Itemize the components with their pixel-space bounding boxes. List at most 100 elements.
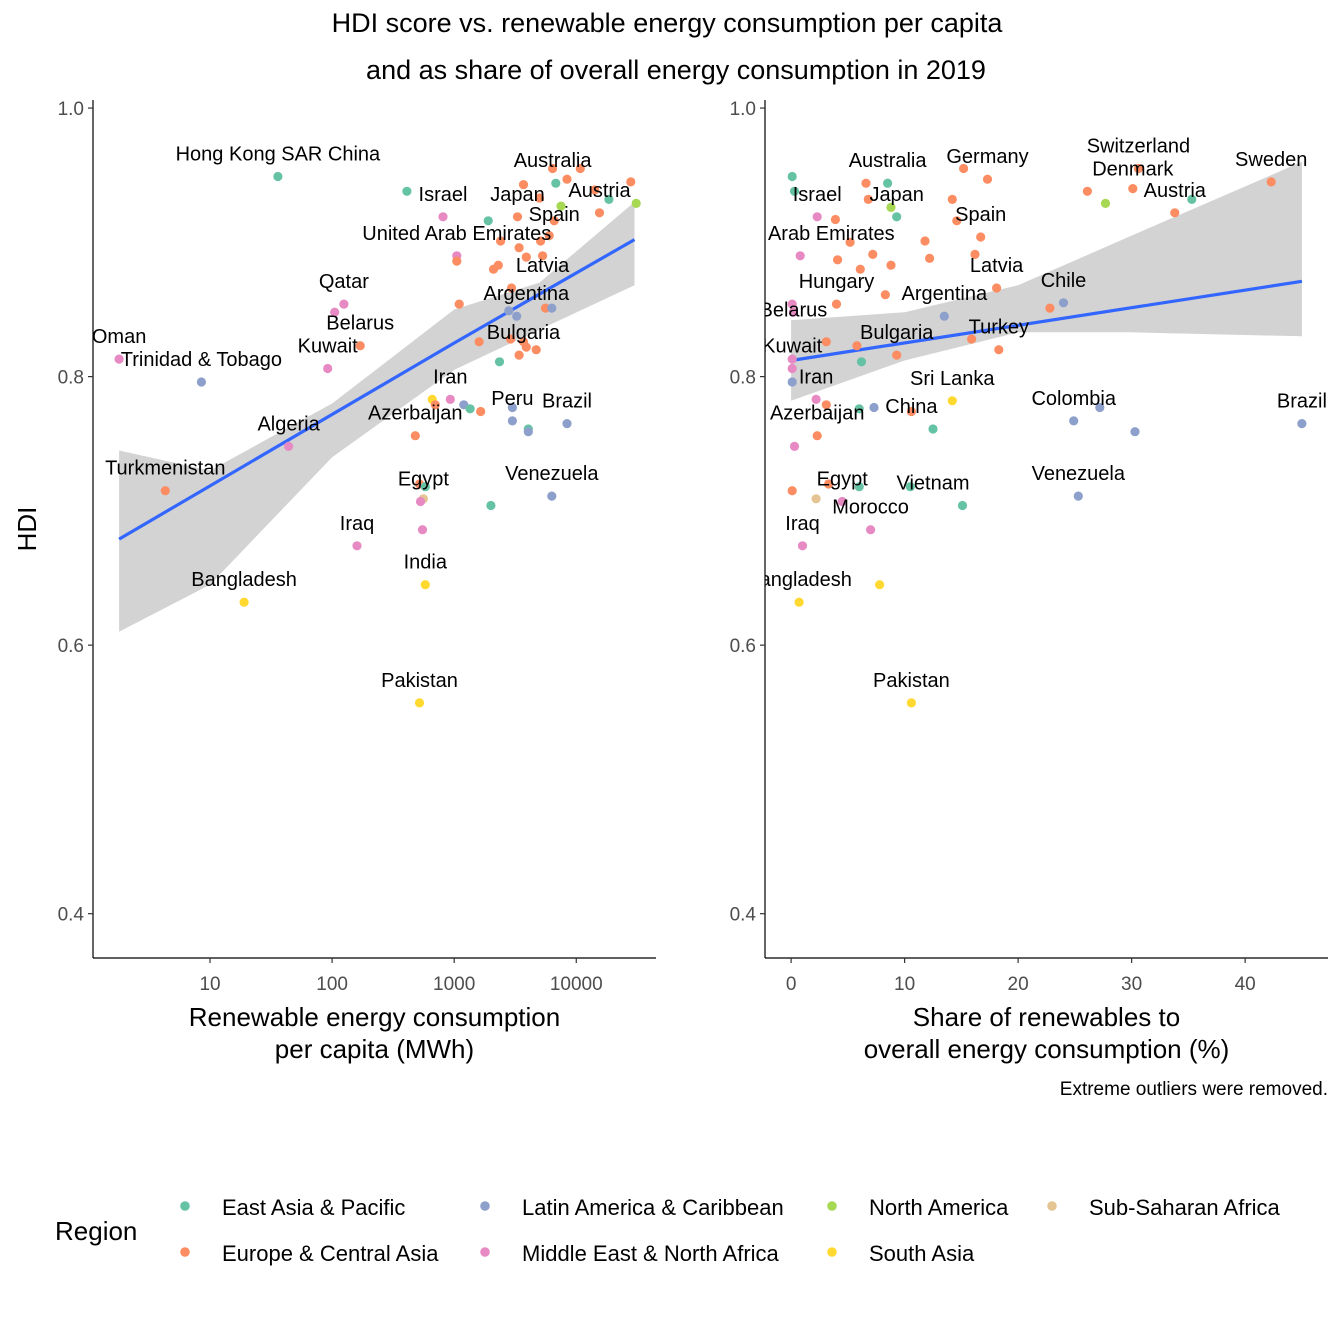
chart-1-point: [512, 311, 522, 321]
chart-2-point: [854, 482, 864, 492]
chart-2-point: [1133, 163, 1143, 174]
chart-2-point: [854, 404, 864, 414]
chart-1-point-label: Israel: [419, 184, 468, 206]
chart-1-point: [454, 299, 464, 309]
chart-1-x-axis-title: per capita (MWh): [275, 1034, 474, 1064]
chart-1-point-label: Iran: [433, 366, 467, 388]
chart-2-x-tick-label: 40: [1235, 974, 1256, 995]
chart-2-point-label: Denmark: [1092, 158, 1174, 180]
chart-1-x-tick-label: 100: [316, 974, 348, 995]
chart-1-point-label: Egypt: [398, 469, 450, 491]
chart-1-point-label: Australia: [514, 150, 593, 172]
chart-2-point: [886, 202, 896, 212]
chart-2-point-label: Chile: [1041, 270, 1087, 292]
chart-2-point: [812, 431, 822, 441]
chart-2-point-label: Latvia: [970, 255, 1024, 277]
chart-2-point-label: Belarus: [759, 299, 827, 321]
chart-1-point: [534, 193, 545, 203]
chart-title-line-1: HDI score vs. renewable energy consumpti…: [332, 8, 1004, 38]
chart-2-point-label: Kuwait: [762, 336, 822, 358]
chart-2-point-label: Bulgaria: [860, 322, 934, 344]
chart-2-point: [880, 290, 890, 300]
chart-1-point: [547, 491, 557, 501]
chart-1-point: [590, 185, 600, 195]
chart-2-point: [928, 424, 938, 434]
chart-1-point: [114, 354, 124, 364]
chart-2-point-label: Germany: [946, 146, 1028, 168]
chart-2-x-tick-label: 0: [786, 974, 797, 995]
legend-swatch: [480, 1247, 490, 1257]
chart-1-point: [160, 486, 170, 496]
chart-1-point: [523, 427, 533, 437]
chart-2-point: [868, 249, 878, 259]
chart-2-point: [970, 249, 980, 259]
chart-2-point: [811, 494, 821, 504]
chart-1-point: [631, 198, 641, 208]
chart-1-point: [544, 231, 554, 241]
chart-1-point: [476, 406, 486, 417]
chart-2-point: [939, 311, 949, 321]
chart-2-point: [837, 496, 847, 507]
chart-1-point: [494, 357, 505, 367]
chart-2-point: [795, 251, 805, 261]
chart-2-point: [906, 698, 917, 708]
chart-1-point: [507, 402, 517, 413]
chart-2-point: [863, 194, 873, 204]
chart-2-point: [866, 525, 876, 535]
chart-2-x-tick-label: 30: [1121, 974, 1142, 995]
chart-2-point-label: Bangladesh: [746, 569, 852, 591]
chart-2-point: [994, 345, 1004, 355]
chart-2-point-label: United Arab Emirates: [706, 223, 895, 245]
chart-2-point: [812, 212, 822, 222]
chart-1-x-axis-title: Renewable energy consumption: [189, 1002, 560, 1032]
chart-1-point: [355, 341, 365, 351]
chart-1-point: [594, 208, 605, 218]
chart-1-y-tick-label: 0.8: [58, 368, 84, 389]
chart-2-point: [797, 541, 808, 551]
legend-swatch: [1047, 1201, 1057, 1211]
chart-1-point: [562, 174, 572, 184]
legend: Region East Asia & Pacific Europe & Centr…: [55, 1195, 1281, 1266]
chart-2-point-label: Egypt: [817, 469, 869, 491]
chart-2-point: [892, 212, 902, 222]
chart-2-point: [787, 354, 797, 364]
chart-2-point-label: Argentina: [901, 283, 987, 305]
chart-2-point: [892, 350, 902, 360]
chart-2-point: [1130, 427, 1140, 437]
chart-2-point: [875, 580, 885, 590]
panel-renewables-per-capita: 0.4 0.6 0.8 1.0 10 100 1000 10000 Renewable ener…: [12, 99, 656, 1064]
chart-1-point: [547, 303, 557, 313]
chart-2-point: [1069, 416, 1079, 426]
chart-1-point: [330, 307, 340, 317]
chart-2-point-label: Iran: [799, 366, 833, 388]
chart-1-point: [410, 431, 420, 441]
chart-2-point: [925, 253, 935, 263]
chart-1-point: [504, 306, 514, 316]
chart-1-point-label: Bangladesh: [191, 569, 297, 591]
chart-2-point: [920, 236, 930, 246]
chart-1-point: [474, 337, 484, 347]
chart-1-point: [284, 441, 294, 451]
chart-1-point: [239, 597, 249, 607]
chart-1-point-label: Bulgaria: [487, 322, 561, 344]
chart-2-point: [794, 597, 804, 607]
chart-2-point-label: Switzerland: [1087, 136, 1190, 158]
chart-2-point: [869, 402, 879, 413]
chart-2-point-label: Japan: [869, 184, 924, 206]
chart-2-point: [1095, 402, 1105, 413]
chart-1-point-label: Argentina: [483, 283, 569, 305]
chart-2-point-label: Brazil: [1277, 391, 1327, 413]
chart-2-point: [789, 186, 800, 196]
chart-1-point: [518, 180, 529, 190]
panel-renewables-share: 0.4 0.6 0.8 1.0 0 10 20 30 40 Share of renewables…: [706, 99, 1328, 1064]
chart-1-x-tick-label: 1000: [433, 974, 475, 995]
chart-2-point: [905, 482, 915, 492]
chart-1-point: [507, 416, 517, 426]
chart-2-point: [845, 237, 855, 247]
chart-1-point-label: Oman: [92, 326, 146, 348]
legend-label: East Asia & Pacific: [222, 1195, 405, 1220]
chart-1-y-tick-label: 1.0: [58, 99, 84, 120]
chart-2-point-label: Spain: [955, 204, 1006, 226]
chart-2-point: [787, 299, 797, 309]
